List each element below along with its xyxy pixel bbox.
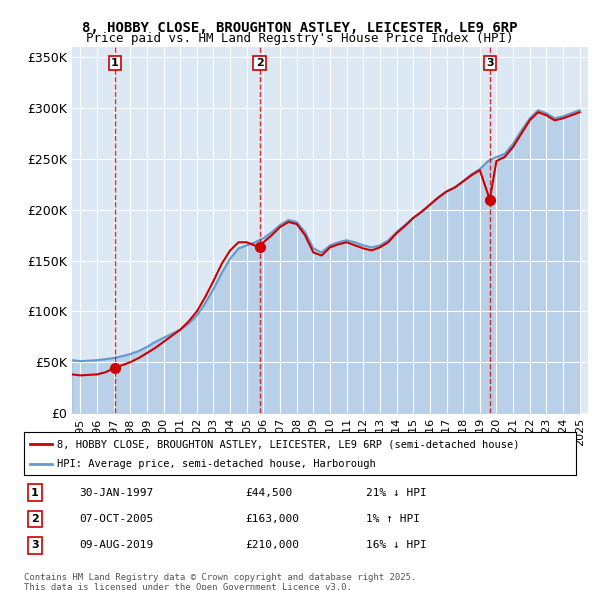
Text: HPI: Average price, semi-detached house, Harborough: HPI: Average price, semi-detached house,… [57, 460, 376, 469]
Text: 1% ↑ HPI: 1% ↑ HPI [366, 514, 420, 524]
Text: £210,000: £210,000 [245, 540, 299, 550]
Text: 16% ↓ HPI: 16% ↓ HPI [366, 540, 427, 550]
Text: 2: 2 [31, 514, 39, 524]
Text: 1: 1 [111, 58, 119, 68]
Text: 8, HOBBY CLOSE, BROUGHTON ASTLEY, LEICESTER, LE9 6RP (semi-detached house): 8, HOBBY CLOSE, BROUGHTON ASTLEY, LEICES… [57, 440, 520, 450]
Text: 21% ↓ HPI: 21% ↓ HPI [366, 488, 427, 498]
Text: 1: 1 [31, 488, 39, 498]
Text: £44,500: £44,500 [245, 488, 292, 498]
Text: This data is licensed under the Open Government Licence v3.0.: This data is licensed under the Open Gov… [24, 583, 352, 590]
Text: Contains HM Land Registry data © Crown copyright and database right 2025.: Contains HM Land Registry data © Crown c… [24, 573, 416, 582]
Text: 8, HOBBY CLOSE, BROUGHTON ASTLEY, LEICESTER, LE9 6RP: 8, HOBBY CLOSE, BROUGHTON ASTLEY, LEICES… [82, 21, 518, 35]
Text: £163,000: £163,000 [245, 514, 299, 524]
Text: 09-AUG-2019: 09-AUG-2019 [79, 540, 154, 550]
Text: 30-JAN-1997: 30-JAN-1997 [79, 488, 154, 498]
Text: 2: 2 [256, 58, 263, 68]
Text: 3: 3 [486, 58, 494, 68]
Text: Price paid vs. HM Land Registry's House Price Index (HPI): Price paid vs. HM Land Registry's House … [86, 32, 514, 45]
Text: 07-OCT-2005: 07-OCT-2005 [79, 514, 154, 524]
Text: 3: 3 [31, 540, 39, 550]
